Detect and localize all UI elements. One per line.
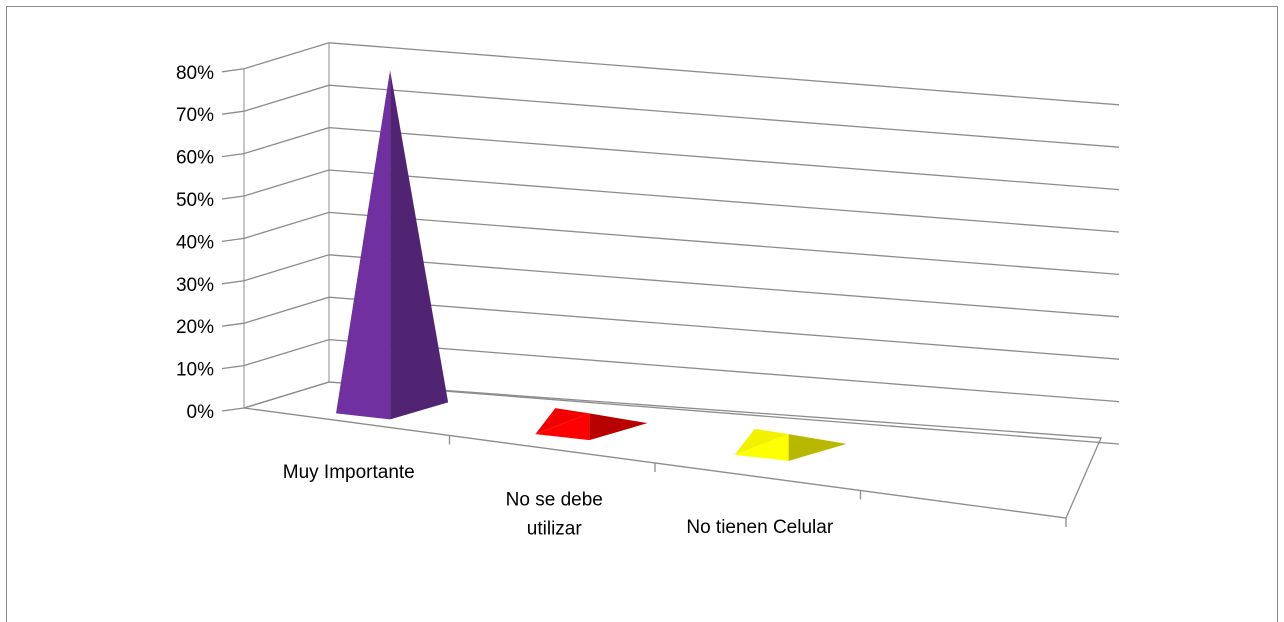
y-tick-label: 40% [176, 232, 214, 253]
y-tick-label: 30% [176, 275, 214, 296]
chart-frame [6, 6, 1278, 622]
category-label: utilizar [527, 518, 583, 539]
category-label: Muy Importante [283, 462, 415, 483]
category-label: No se debe [506, 489, 603, 510]
gridline [221, 338, 1120, 403]
y-tick-label: 60% [176, 148, 214, 169]
gridline [221, 254, 1120, 318]
gridline [221, 381, 1120, 445]
pyramid-face-front [535, 413, 590, 441]
pyramid-face-side [788, 434, 847, 461]
y-tick-label: 10% [176, 360, 214, 381]
y-tick-label: 70% [176, 105, 214, 126]
y-tick-label: 0% [187, 402, 215, 423]
gridlines [221, 42, 1120, 445]
y-tick-label: 50% [176, 190, 214, 211]
gridline [221, 84, 1120, 148]
gridline [221, 126, 1120, 191]
gridline [221, 296, 1120, 360]
category-label: No tienen Celular [686, 517, 833, 538]
y-tick-label: 20% [176, 317, 214, 338]
x-axis-ticks [448, 435, 1067, 527]
axis-labels: 0% 10% 20% 30% 40% 50% 60% 70% 80% Muy Importante… [176, 63, 834, 539]
pyramid-marks [336, 70, 847, 461]
pyramid-face-front [336, 70, 391, 420]
gridline [221, 42, 1120, 106]
gridline [221, 169, 1120, 233]
pyramid-face-side [589, 413, 648, 441]
gridline [221, 211, 1120, 276]
pyramid-face-back [535, 408, 590, 435]
pyramid-face-back [734, 428, 789, 455]
pyramid-face-side [390, 70, 449, 420]
pyramid-face-front [734, 434, 789, 461]
y-tick-label: 80% [176, 63, 214, 84]
